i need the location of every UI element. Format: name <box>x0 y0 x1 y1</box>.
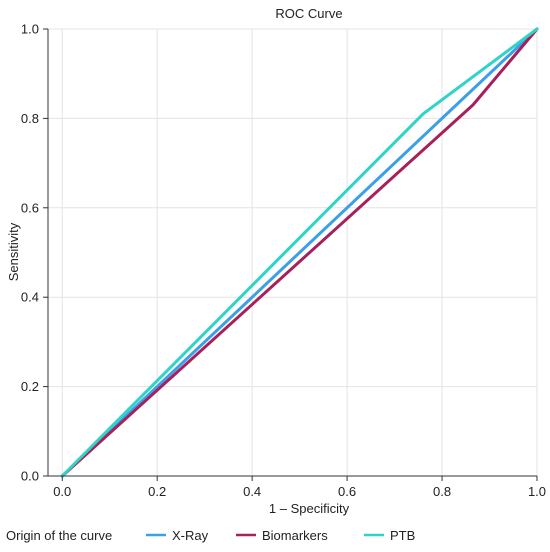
y-tick-label: 1.0 <box>21 22 39 37</box>
legend: Origin of the curve X-Ray Biomarkers PTB <box>6 528 415 543</box>
x-tick-label: 0.0 <box>53 484 71 499</box>
legend-item-label: Biomarkers <box>262 528 328 543</box>
y-tick-label: 0.8 <box>21 111 39 126</box>
x-axis-label: 1 – Specificity <box>269 501 350 516</box>
axes: 0.0 0.2 0.4 0.6 0.8 1.0 0.0 0.2 0.4 0.6 0.8 1.0 <box>21 22 546 500</box>
series-line-biomarkers <box>60 27 539 478</box>
series-lines <box>60 27 539 478</box>
x-tick-label: 0.6 <box>338 484 356 499</box>
x-tick-label: 0.2 <box>148 484 166 499</box>
series-line-ptb <box>60 27 539 478</box>
x-tick-label: 0.4 <box>243 484 261 499</box>
y-tick-label: 0.4 <box>21 290 39 305</box>
y-tick-label: 0.0 <box>21 469 39 484</box>
chart-title: ROC Curve <box>275 6 342 21</box>
x-tick-label: 1.0 <box>528 484 546 499</box>
y-axis-label: Sensitivity <box>6 222 21 281</box>
series-line-x-ray <box>60 27 539 478</box>
y-tick-label: 0.6 <box>21 200 39 215</box>
legend-title: Origin of the curve <box>6 528 112 543</box>
x-tick-label: 0.8 <box>433 484 451 499</box>
y-tick-label: 0.2 <box>21 379 39 394</box>
legend-item-label: X-Ray <box>172 528 209 543</box>
legend-item-label: PTB <box>390 528 415 543</box>
